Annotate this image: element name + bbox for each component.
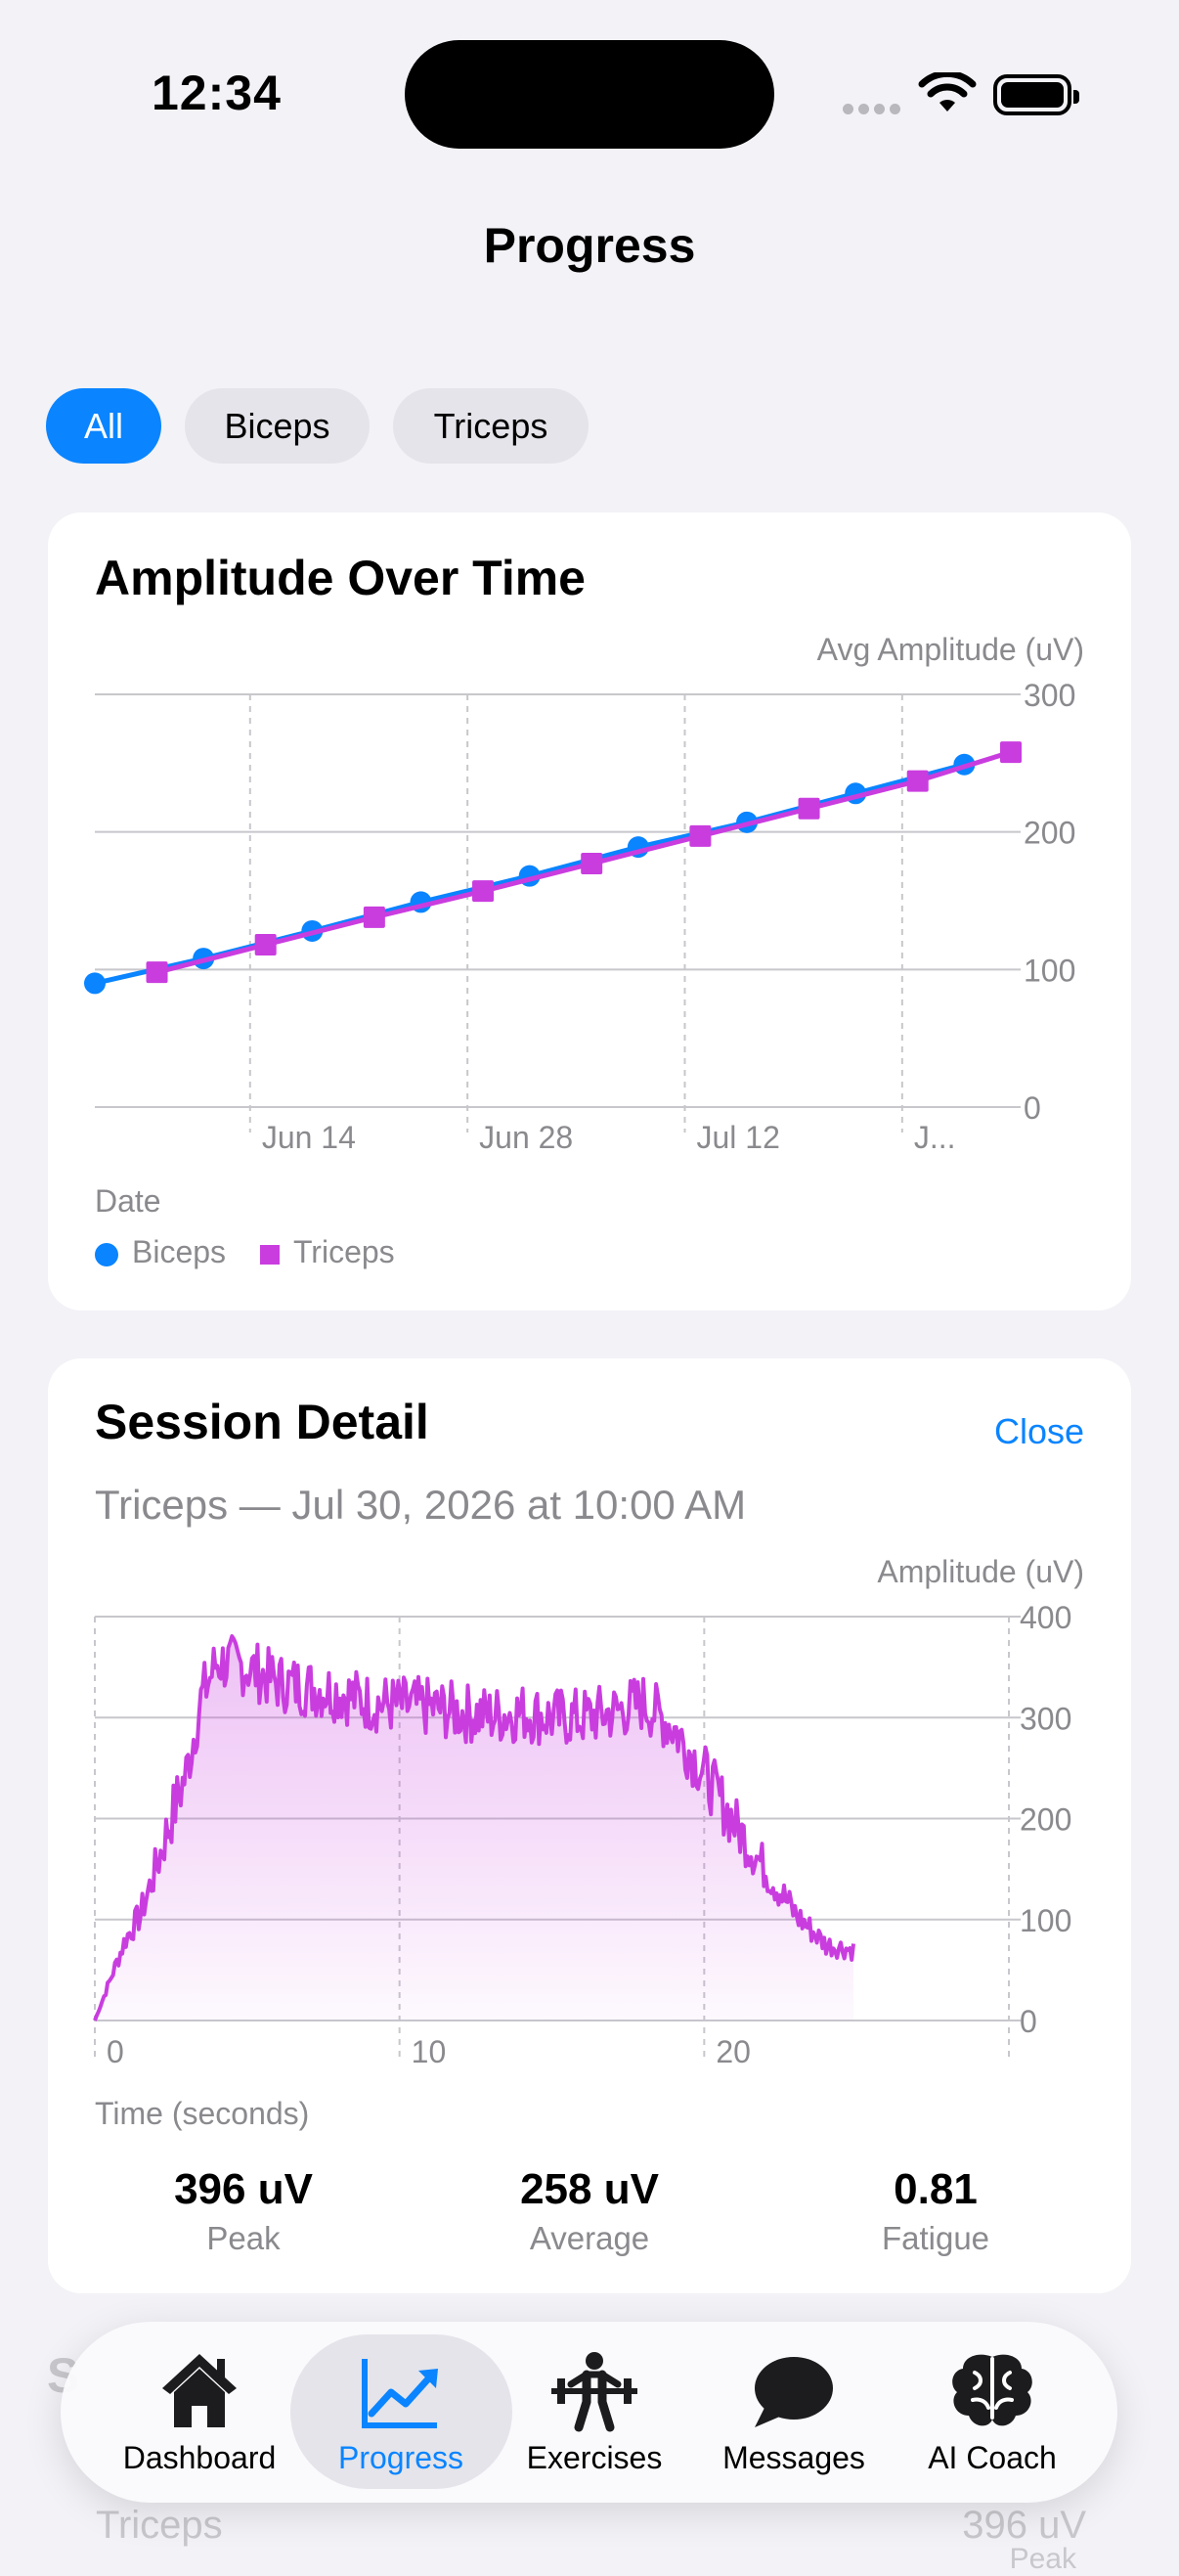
- tab-label: AI Coach: [928, 2440, 1057, 2475]
- data-point-triceps: [798, 797, 820, 820]
- legend-triceps-label: Triceps: [292, 1234, 395, 1269]
- tab-label: Progress: [337, 2440, 464, 2475]
- y-tick-label: 300: [1020, 1701, 1071, 1736]
- stat-fatigue: 0.81 Fatigue: [789, 2165, 1082, 2257]
- stat-peak: 396 uV Peak: [97, 2165, 390, 2257]
- data-point-biceps: [84, 972, 106, 995]
- x-axis-title: Date: [95, 1183, 161, 1219]
- y-tick-label: 200: [1024, 816, 1075, 851]
- filter-chip-triceps[interactable]: Triceps: [393, 388, 589, 464]
- y-tick-label: 300: [1024, 678, 1075, 713]
- chart-legend: Biceps Triceps: [95, 1234, 395, 1270]
- obscured-sessions-list: S Triceps 396 uV Peak: [0, 2298, 1179, 2575]
- x-tick-label: 0: [107, 2034, 124, 2069]
- y-tick-label: 0: [1020, 2004, 1037, 2039]
- brain-icon: [952, 2354, 1032, 2426]
- legend-triceps-swatch: [259, 1244, 280, 1265]
- stat-label: Average: [529, 2220, 650, 2256]
- status-bar: 12:34: [0, 0, 1179, 186]
- data-point-triceps: [363, 906, 385, 928]
- stat-value: 396 uV: [174, 2165, 313, 2213]
- data-point-triceps: [472, 880, 495, 903]
- house-icon: [162, 2354, 237, 2427]
- x-tick-label: Jun 14: [262, 1120, 356, 1155]
- y-tick-label: 400: [1020, 1600, 1071, 1635]
- cellular-signal-icon: [843, 102, 905, 119]
- data-point-triceps: [906, 770, 929, 792]
- card-title: Amplitude Over Time: [95, 551, 586, 605]
- data-point-triceps: [581, 853, 603, 875]
- x-tick-label: Jul 12: [696, 1120, 779, 1155]
- obscured-row-value-label: Peak: [1009, 2543, 1076, 2575]
- x-tick-label: Jun 28: [479, 1120, 573, 1155]
- session-detail-card: Session Detail Close Triceps — Jul 30, 2…: [48, 1358, 1131, 2293]
- status-time: 12:34: [152, 66, 282, 120]
- x-axis-title: Time (seconds): [95, 2096, 310, 2131]
- wifi-icon: [918, 72, 977, 111]
- filter-chip-biceps[interactable]: Biceps: [185, 388, 370, 464]
- battery-icon: [993, 74, 1079, 115]
- x-tick-label: 10: [412, 2034, 447, 2069]
- legend-biceps-swatch: [95, 1242, 118, 1266]
- stat-value: 0.81: [894, 2165, 978, 2213]
- session-signal-line: [93, 1634, 855, 2021]
- y-tick-label: 200: [1020, 1802, 1071, 1838]
- chart-line-uptrend-icon: [362, 2359, 438, 2428]
- tab-dashboard[interactable]: Dashboard: [102, 2322, 297, 2503]
- tab-exercises[interactable]: Exercises: [497, 2322, 692, 2503]
- legend-biceps-label: Biceps: [132, 1234, 227, 1269]
- stat-average: 258 uV Average: [443, 2165, 736, 2257]
- dynamic-island: [405, 40, 774, 149]
- tab-label: Exercises: [526, 2440, 663, 2475]
- data-point-triceps: [146, 961, 168, 984]
- page-title: Progress: [483, 218, 696, 273]
- data-point-triceps: [1000, 741, 1022, 764]
- tab-label: Dashboard: [122, 2440, 277, 2475]
- speech-bubble-icon: [755, 2357, 833, 2427]
- tab-label: Messages: [722, 2440, 865, 2475]
- tab-bar: Dashboard Progress Exercises Messages: [61, 2322, 1117, 2503]
- y-axis-title: Avg Amplitude (uV): [816, 632, 1084, 667]
- weightlifter-icon: [551, 2352, 637, 2432]
- data-point-triceps: [689, 824, 712, 847]
- y-axis-title: Amplitude (uV): [877, 1554, 1084, 1589]
- tab-progress[interactable]: Progress: [303, 2322, 499, 2503]
- y-tick-label: 0: [1024, 1090, 1041, 1126]
- x-tick-label: J...: [914, 1120, 956, 1155]
- tab-ai-coach[interactable]: AI Coach: [895, 2322, 1090, 2503]
- y-tick-label: 100: [1020, 1903, 1071, 1938]
- session-area-fill: [95, 1636, 854, 2021]
- tab-selection-highlight: [290, 2334, 512, 2489]
- data-point-triceps: [254, 934, 277, 956]
- session-chart: 400 300 200 100 0 0 10 20: [93, 1600, 1071, 2069]
- y-tick-label: 100: [1024, 953, 1075, 988]
- close-button[interactable]: Close: [993, 1411, 1084, 1451]
- obscured-row-value: 396 uV: [962, 2504, 1086, 2547]
- x-tick-label: 20: [716, 2034, 751, 2069]
- amplitude-chart: 300 200 100 0 Jun 14 Jun 28 Jul 12 J...: [84, 678, 1075, 1155]
- filter-chip-all[interactable]: All: [46, 388, 161, 464]
- stat-value: 258 uV: [520, 2165, 659, 2213]
- obscured-row-title: Triceps: [96, 2504, 223, 2547]
- tab-messages[interactable]: Messages: [696, 2322, 892, 2503]
- stat-label: Peak: [206, 2220, 281, 2256]
- session-subtitle: Triceps — Jul 30, 2026 at 10:00 AM: [95, 1482, 747, 1528]
- amplitude-card: Amplitude Over Time Avg Amplitude (uV) 3…: [48, 512, 1131, 1310]
- card-title: Session Detail: [95, 1395, 429, 1449]
- stat-label: Fatigue: [881, 2220, 990, 2256]
